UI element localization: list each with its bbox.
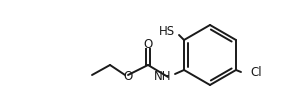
Text: O: O [143, 37, 153, 51]
Text: NH: NH [153, 71, 171, 83]
Text: Cl: Cl [250, 65, 262, 79]
Text: O: O [123, 70, 133, 82]
Text: HS: HS [159, 25, 175, 37]
